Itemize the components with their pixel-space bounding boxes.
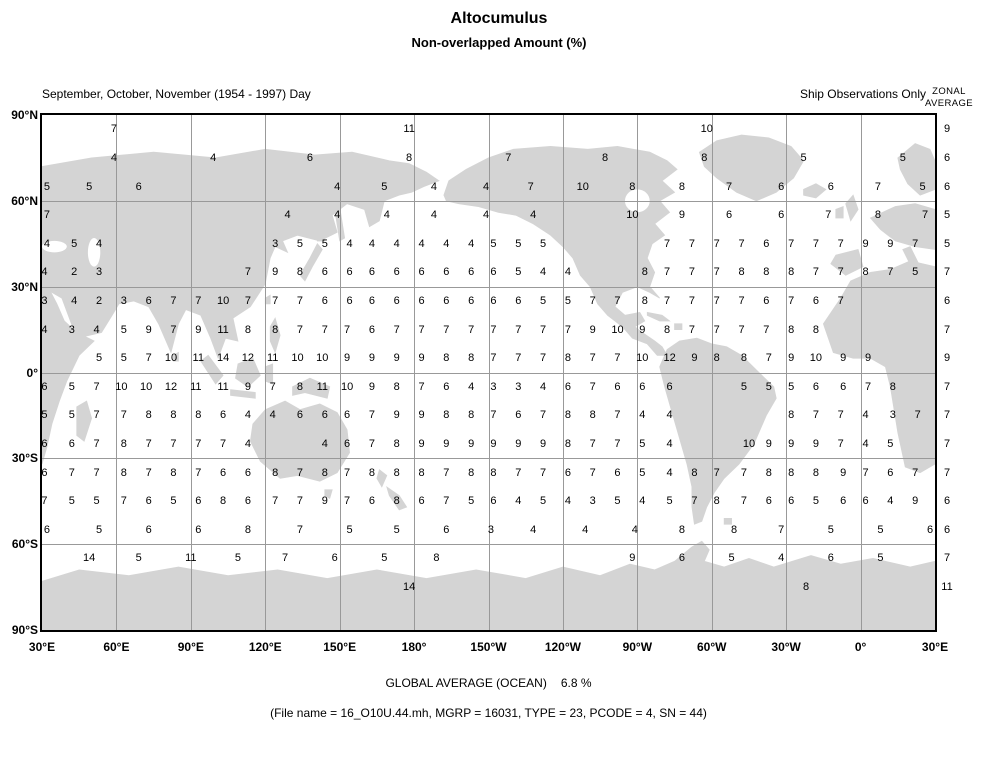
zonal-average-value: 6 (943, 151, 951, 164)
data-source-label: Ship Observations Only (799, 87, 926, 101)
y-tick-label: 60°N (11, 193, 38, 208)
zonal-header-line1: ZONAL (932, 86, 966, 97)
zonal-average-value: 7 (943, 409, 951, 422)
x-tick-label: 30°E (921, 640, 949, 654)
landmass-sulawesi (264, 363, 274, 385)
landmass-hokkaido (316, 231, 326, 242)
zonal-average-value: 9 (943, 123, 951, 136)
page-title: Altocumulus (450, 10, 548, 27)
landmass-madagascar (76, 400, 93, 442)
landmass-philippines (269, 317, 281, 354)
zonal-average-column-header: ZONAL AVERAGE (913, 86, 985, 110)
landmass-south-america (659, 337, 777, 525)
landmass-africa-west (822, 260, 935, 474)
landmass-java (230, 389, 256, 399)
landmass-japan (299, 243, 323, 282)
landmass-new-guinea (292, 377, 331, 399)
landmass-australia (249, 400, 350, 482)
x-tick-label: 150°E (323, 640, 357, 654)
x-tick-label: 30°E (28, 640, 56, 654)
zonal-average-value: 7 (943, 466, 951, 479)
landmass-ireland (835, 205, 844, 219)
landmass-greenland (698, 134, 805, 202)
zonal-average-value: 6 (943, 495, 951, 508)
zonal-average-value: 7 (943, 323, 951, 336)
y-tick-label: 90°S (11, 623, 38, 637)
y-tick-label: 90°N (11, 108, 38, 122)
landmass-eurasia (42, 148, 440, 360)
zonal-average-value: 7 (943, 380, 951, 393)
landmass-new-zealand-south (386, 485, 408, 511)
landmass-group (42, 134, 935, 630)
landmass-hispaniola (674, 323, 683, 331)
zonal-average-value: 6 (943, 294, 951, 307)
caspian-sea-water (87, 238, 101, 267)
landmass-sakhalin (334, 205, 346, 242)
zonal-header-line2: AVERAGE (924, 98, 974, 109)
landmass-antarctica (42, 540, 935, 630)
global-average-line: GLOBAL AVERAGE (OCEAN) 6.8 % (42, 676, 935, 690)
zonal-average-value: 7 (943, 438, 951, 451)
x-tick-label: 60°W (697, 640, 727, 654)
x-tick-label: 30°W (771, 640, 801, 654)
landmass-sumatra (200, 354, 224, 385)
world-map (42, 134, 935, 630)
page-subtitle: Non-overlapped Amount (%) (411, 35, 587, 50)
landmass-new-zealand-north (376, 469, 388, 488)
landmass-taiwan (264, 294, 271, 305)
y-tick-label: 30°S (11, 451, 38, 466)
x-tick-label: 120°E (248, 640, 282, 654)
zonal-average-value: 6 (943, 180, 951, 193)
y-tick-label: 0° (26, 365, 38, 380)
landmass-europe-mainland (869, 203, 935, 250)
landmass-italy (902, 246, 921, 271)
zonal-average-value: 7 (943, 266, 951, 279)
landmass-tasmania (324, 489, 333, 499)
zonal-average-value: 5 (943, 209, 951, 222)
landmass-iberia (830, 248, 864, 276)
landmass-scandinavia (897, 143, 935, 196)
hudson-bay-water (624, 189, 650, 213)
x-tick-label: 90°W (622, 640, 653, 654)
season-period-label: September, October, November (1954 - 199… (42, 87, 311, 101)
x-tick-label: 150°W (470, 640, 507, 654)
landmass-sri-lanka (173, 351, 179, 362)
landmass-north-america (443, 146, 678, 356)
landmass-falklands (723, 517, 732, 525)
landmass-cuba (646, 311, 671, 322)
global-average-value: 6.8 % (560, 676, 592, 690)
black-sea-water (42, 240, 67, 253)
file-info-label: (File name = 16_O10U.44.mh, MGRP = 16031… (270, 706, 707, 720)
landmass-borneo (235, 357, 261, 388)
landmass-iceland (803, 183, 827, 199)
zonal-average-value: 5 (943, 237, 951, 250)
x-tick-label: 180° (401, 640, 427, 654)
x-tick-label: 60°E (103, 640, 130, 654)
x-tick-label: 90°E (177, 640, 204, 654)
y-tick-label: 30°N (11, 279, 38, 294)
y-tick-label: 60°S (11, 537, 38, 552)
global-average-label: GLOBAL AVERAGE (OCEAN) (385, 676, 547, 690)
x-tick-label: 0° (854, 640, 867, 654)
zonal-average-value: 6 (943, 523, 951, 536)
zonal-average-value: 11 (941, 581, 953, 594)
zonal-average-value: 9 (943, 352, 951, 365)
x-tick-label: 120°W (544, 640, 581, 654)
landmass-britain (845, 194, 859, 222)
zonal-average-value: 7 (943, 552, 951, 565)
